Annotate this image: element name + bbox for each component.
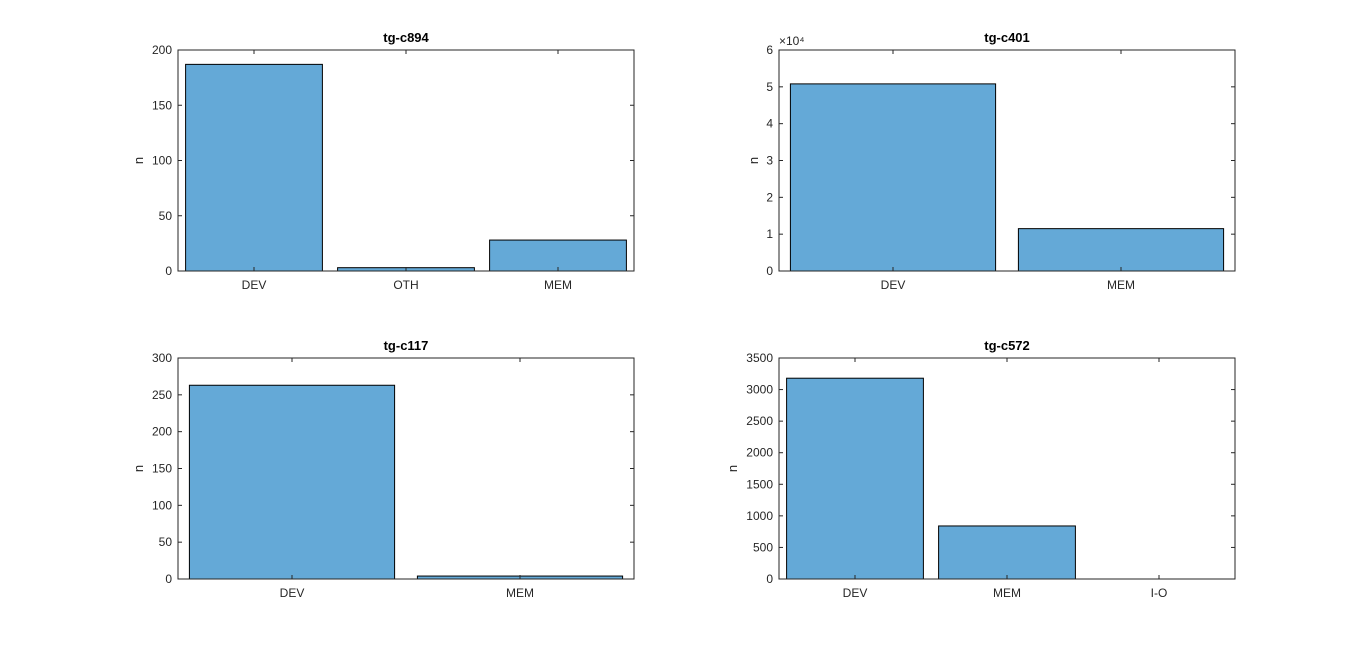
y-tick-label: 2 <box>766 190 773 204</box>
axes-1: 0 50 100 150 200 DEV OTH MEM tg-c894 n <box>131 30 635 292</box>
y-tick-label: 1000 <box>746 509 773 523</box>
y-tick-label: 0 <box>766 264 773 278</box>
bar-dev <box>786 377 924 580</box>
y-tick-label: 50 <box>159 535 173 549</box>
bar-mem <box>938 525 1076 580</box>
y-tick-label: 100 <box>152 498 172 512</box>
y-tick-label: 250 <box>152 388 172 402</box>
y-axis-label: n <box>725 465 740 472</box>
y-tick-label: 150 <box>152 462 172 476</box>
chart-title: tg-c894 <box>383 30 429 45</box>
y-tick-label: 3500 <box>746 351 773 365</box>
y-axis-label: n <box>131 465 146 472</box>
x-tick-label: DEV <box>843 586 868 600</box>
y-tick-label: 3000 <box>746 383 773 397</box>
y-tick-label: 6 <box>766 43 773 57</box>
x-tick-label: OTH <box>393 278 418 292</box>
x-tick-label: DEV <box>242 278 267 292</box>
y-tick-label: 0 <box>766 572 773 586</box>
bar-dev <box>789 83 997 272</box>
y-tick-label: 100 <box>152 154 172 168</box>
chart-title: tg-c401 <box>984 30 1030 45</box>
axes-3: 0 50 100 150 200 250 300 DEV MEM tg-c117 n <box>131 338 635 600</box>
y-tick-label: 200 <box>152 425 172 439</box>
x-tick-label: DEV <box>280 586 305 600</box>
y-tick-label: 300 <box>152 351 172 365</box>
y-tick-label: 2500 <box>746 414 773 428</box>
y-tick-label: 0 <box>165 572 172 586</box>
y-axis-exponent: ×10⁴ <box>779 34 805 48</box>
y-axis-label: n <box>131 157 146 164</box>
axes-2: 0 1 2 3 4 5 6 DEV MEM tg-c401 n ×10⁴ <box>746 30 1236 292</box>
x-tick-label: MEM <box>544 278 572 292</box>
y-tick-label: 3 <box>766 154 773 168</box>
y-tick-label: 5 <box>766 80 773 94</box>
y-tick-label: 1500 <box>746 477 773 491</box>
y-tick-label: 0 <box>165 264 172 278</box>
x-tick-label: I-O <box>1151 586 1168 600</box>
bar-mem <box>489 239 627 272</box>
x-tick-label: MEM <box>506 586 534 600</box>
bar-mem <box>1017 228 1225 272</box>
chart-title: tg-c572 <box>984 338 1030 353</box>
x-tick-label: DEV <box>881 278 906 292</box>
bar-dev <box>185 63 323 272</box>
y-tick-label: 200 <box>152 43 172 57</box>
y-tick-label: 4 <box>766 117 773 131</box>
x-tick-label: MEM <box>993 586 1021 600</box>
axes-4: 0 500 1000 1500 2000 2500 3000 3500 DEV MEM I-O tg-… <box>725 338 1236 600</box>
y-tick-label: 150 <box>152 98 172 112</box>
y-tick-label: 500 <box>753 540 773 554</box>
x-tick-label: MEM <box>1107 278 1135 292</box>
y-axis-label: n <box>746 157 761 164</box>
y-tick-label: 2000 <box>746 446 773 460</box>
y-tick-label: 50 <box>159 209 173 223</box>
chart-title: tg-c117 <box>384 338 429 353</box>
y-tick-label: 1 <box>766 227 773 241</box>
bar-dev <box>188 384 396 580</box>
